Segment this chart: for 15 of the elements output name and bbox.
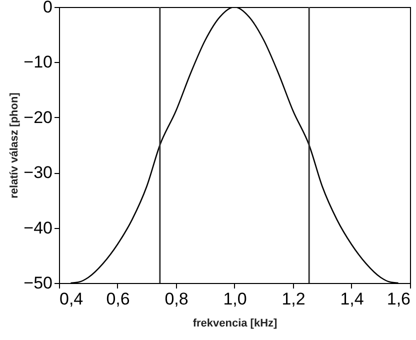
y-tick-label: −30: [24, 163, 52, 182]
x-tick-label: 0,6: [106, 290, 130, 308]
x-tick-label: 1,0: [223, 290, 247, 308]
y-tick-label: 0: [43, 0, 52, 16]
y-tick-label: −20: [24, 108, 52, 127]
x-tick-label: 1,2: [282, 290, 306, 308]
x-axis-title: frekvencia [kHz]: [192, 318, 278, 330]
x-tick-label: 1,6: [386, 290, 410, 308]
y-tick-label: −10: [24, 52, 52, 72]
x-tick-label: 0,4: [60, 290, 84, 308]
y-axis-title: relatív válasz [phon]: [8, 92, 21, 198]
x-tick-label: 0,8: [164, 290, 188, 308]
y-tick-label: −50: [24, 274, 52, 292]
x-tick-label: 1,4: [340, 290, 364, 308]
y-tick-label: −40: [24, 218, 52, 238]
